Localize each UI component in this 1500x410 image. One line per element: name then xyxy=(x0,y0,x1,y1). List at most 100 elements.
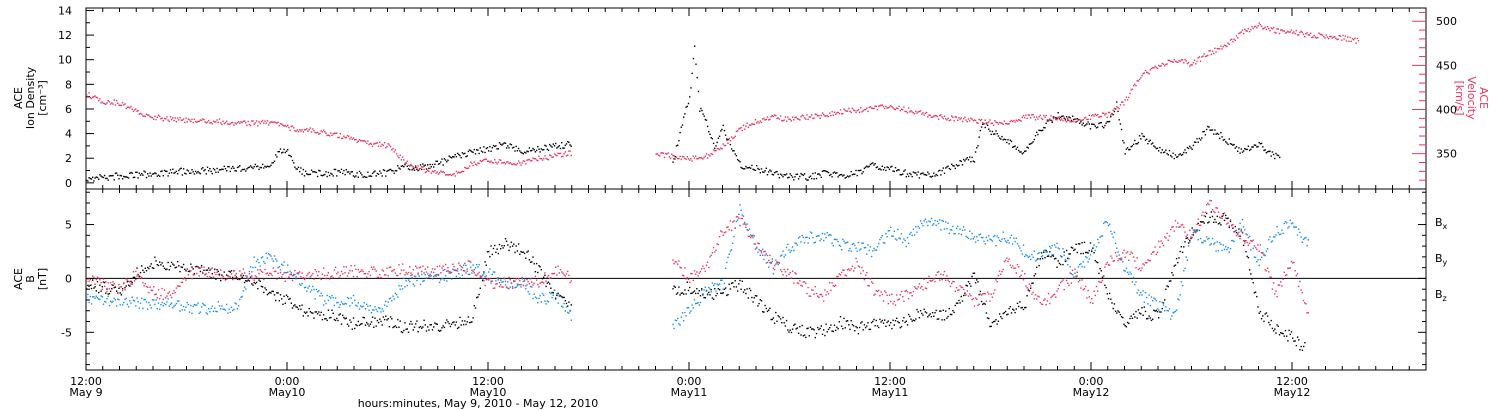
density-series-point xyxy=(940,174,942,176)
by-series-point xyxy=(897,228,899,231)
by-series-point xyxy=(760,252,763,254)
density-series-point xyxy=(395,170,398,172)
by-series-point xyxy=(952,225,954,228)
density-series-point xyxy=(370,175,373,177)
bx-series-point xyxy=(1177,261,1179,264)
density-series-point xyxy=(1034,135,1037,137)
density-series-point xyxy=(809,175,812,177)
by-series-point xyxy=(1156,308,1159,310)
bx-series-point xyxy=(304,312,307,314)
by-series-point xyxy=(788,249,790,251)
by-series-point xyxy=(501,281,503,283)
bz-series-point xyxy=(176,285,179,287)
velocity-series-point xyxy=(1242,32,1245,35)
velocity-series-point xyxy=(692,155,694,157)
velocity-series-point xyxy=(1336,38,1338,41)
by-series-point xyxy=(1296,234,1299,236)
density-series-point xyxy=(876,166,879,168)
by-series-point xyxy=(248,270,251,273)
bx-series-point xyxy=(139,271,142,274)
by-series-point xyxy=(1001,238,1003,240)
bx-series-point xyxy=(1242,244,1245,247)
density-series-point xyxy=(1043,126,1045,129)
velocity-series-point xyxy=(1251,25,1253,28)
velocity-series-point xyxy=(896,107,898,109)
bz-series-point xyxy=(204,273,206,276)
bz-series-point xyxy=(322,267,325,269)
density-series-point xyxy=(93,180,95,182)
bx-series-point xyxy=(1181,251,1184,253)
velocity-series-point xyxy=(444,174,447,176)
density-series-point xyxy=(1098,122,1100,125)
by-series-point xyxy=(1068,258,1070,260)
velocity-series-point xyxy=(147,114,149,116)
density-series-point xyxy=(392,170,394,172)
bx-series-point xyxy=(352,317,355,319)
bz-series-point xyxy=(862,270,864,272)
velocity-series-point xyxy=(133,109,136,111)
by-series-point xyxy=(1282,232,1284,235)
bx-series-point xyxy=(558,295,560,297)
by-series-point xyxy=(1179,294,1181,296)
density-series-point xyxy=(467,150,470,153)
density-series-point xyxy=(456,152,459,155)
velocity-series-point xyxy=(776,117,778,120)
velocity-series-point xyxy=(115,99,118,102)
by-series-point xyxy=(1258,264,1260,267)
by-series-point xyxy=(1088,258,1090,260)
bx-series-point xyxy=(157,264,160,267)
density-series-point xyxy=(1172,152,1174,154)
by-series-point xyxy=(1167,310,1169,312)
density-series-point xyxy=(829,174,831,177)
bx-series-point xyxy=(1104,284,1106,286)
by-series-point xyxy=(1244,229,1246,231)
by-series-point xyxy=(1107,224,1110,227)
bz-series-point xyxy=(270,273,272,275)
bz-series-point xyxy=(504,280,507,283)
velocity-series-point xyxy=(835,113,837,115)
density-series-point xyxy=(203,170,205,172)
bx-series-point xyxy=(695,292,697,295)
density-series-point xyxy=(1031,142,1033,144)
by-series-point xyxy=(1120,257,1123,259)
bz-series-point xyxy=(712,246,715,249)
velocity-series-point xyxy=(553,153,556,155)
velocity-series-point xyxy=(669,157,672,159)
velocity-series-point xyxy=(218,118,221,120)
by-series-point xyxy=(421,273,423,276)
by-series-point xyxy=(794,242,796,244)
bx-series-point xyxy=(291,307,294,309)
density-series-point xyxy=(534,151,537,153)
bx-series-point xyxy=(817,326,819,329)
by-series-point xyxy=(1264,254,1266,257)
by-series-point xyxy=(898,237,900,239)
by-series-point xyxy=(703,289,705,291)
by-series-point xyxy=(1080,263,1082,265)
bx-series-point xyxy=(249,276,252,278)
velocity-series-point xyxy=(973,119,976,121)
by-series-point xyxy=(973,236,976,238)
bx-series-point xyxy=(751,296,753,299)
bz-series-point xyxy=(325,277,327,280)
by-series-point xyxy=(93,295,95,298)
density-series-point xyxy=(789,173,791,175)
bx-series-point xyxy=(831,330,833,332)
bx-series-point xyxy=(258,279,260,281)
bx-series-point xyxy=(502,247,504,249)
by-series-point xyxy=(216,311,218,313)
by-series-point xyxy=(997,237,1000,239)
velocity-series-point xyxy=(741,129,743,132)
bx-series-point xyxy=(832,330,834,333)
bx-series-point xyxy=(1294,340,1296,342)
velocity-series-point xyxy=(1356,37,1358,40)
bz-series-point xyxy=(1159,246,1161,248)
bz-series-point xyxy=(1028,283,1031,285)
bz-series-point xyxy=(824,289,826,291)
velocity-series-point xyxy=(181,119,184,121)
density-series-point xyxy=(762,171,764,173)
density-series-point xyxy=(399,168,401,170)
velocity-series-point xyxy=(313,130,315,132)
by-series-point xyxy=(514,287,516,289)
velocity-series-point xyxy=(1227,42,1229,44)
by-series-point xyxy=(318,290,320,292)
